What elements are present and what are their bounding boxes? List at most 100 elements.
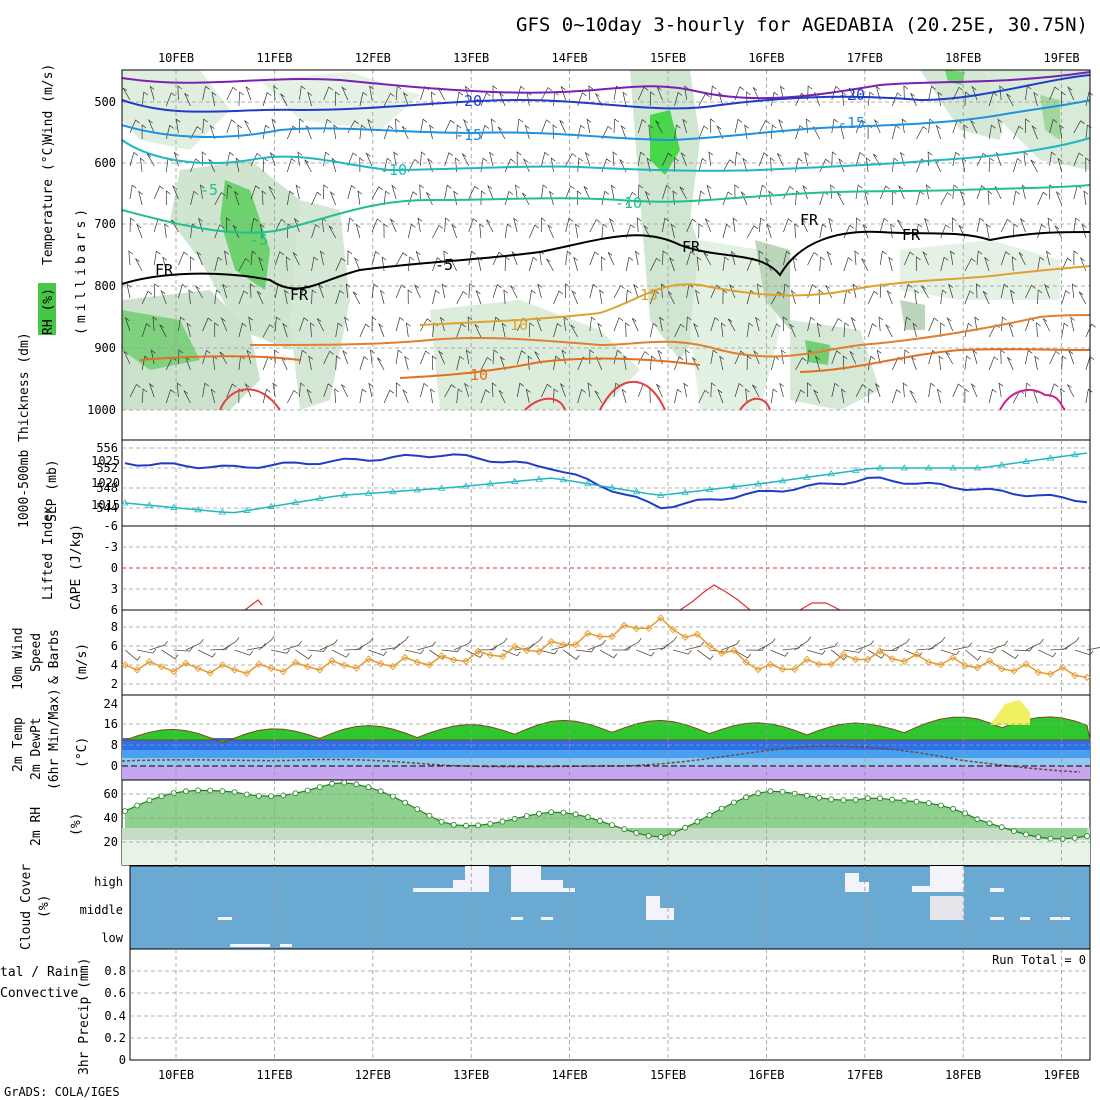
thickness-point — [803, 473, 811, 480]
wind-barb — [359, 157, 364, 173]
wind-barb — [165, 92, 176, 107]
wind-barb — [235, 157, 241, 173]
wind-barb — [854, 250, 860, 266]
wind-barb — [570, 324, 579, 338]
rh-point — [755, 790, 762, 797]
wind-barb — [828, 217, 834, 233]
wind-barb — [575, 223, 580, 239]
wind-point — [340, 661, 348, 669]
wind-barb — [323, 86, 334, 101]
wind-point — [815, 660, 823, 668]
wind-barb — [770, 124, 777, 140]
precip-y-axis: 0.8 0.6 0.4 0.2 0 — [104, 964, 126, 1067]
wind-barb — [334, 388, 339, 404]
wind-barb — [224, 250, 229, 266]
wind-barb — [480, 124, 490, 140]
wind-barb — [1085, 157, 1090, 173]
wind-barb — [648, 124, 654, 140]
wind-barb — [587, 382, 593, 398]
rh-point — [1047, 835, 1054, 842]
wind-barb — [492, 284, 502, 299]
wind-barb — [686, 218, 697, 233]
rh2m-label: 2m RH — [29, 807, 44, 846]
rh-point — [243, 791, 250, 798]
rh-point — [463, 822, 469, 829]
wind-point — [145, 658, 153, 666]
tick-label: 500 — [94, 95, 116, 109]
wind-barb — [407, 289, 413, 305]
wind-barb — [914, 289, 920, 305]
wind-barb — [417, 641, 436, 651]
rh-point — [402, 799, 409, 806]
wind-barb — [323, 184, 329, 200]
wind-barb — [164, 223, 169, 239]
wind-barb — [734, 383, 744, 398]
thickness-point — [949, 464, 957, 471]
wind-barb — [524, 124, 530, 140]
wind-barb — [359, 124, 366, 140]
wind-barb — [344, 316, 349, 332]
wind-barb — [733, 649, 752, 659]
wind-barb — [770, 388, 778, 404]
wind-barb — [1055, 190, 1063, 206]
wind-barb — [379, 289, 385, 305]
wind-barb — [891, 157, 899, 173]
tick-label: 1025 — [91, 454, 120, 468]
wind-barb — [129, 217, 135, 233]
wind-barb — [988, 388, 997, 404]
wind-barb — [802, 184, 808, 200]
wind-barb — [141, 388, 148, 404]
wind-barb — [153, 185, 164, 200]
wind-barb — [697, 649, 714, 661]
wind-barb — [625, 256, 634, 272]
wind-barb — [165, 389, 175, 404]
wind-barb — [782, 316, 788, 332]
wind-barb — [432, 224, 444, 239]
wind-barb — [537, 283, 543, 299]
rh-point — [438, 818, 445, 825]
wind-point — [377, 660, 385, 668]
wind-barb — [704, 217, 712, 233]
wind-barb — [463, 118, 470, 134]
wind-barb — [551, 641, 571, 651]
wind-barb — [177, 85, 183, 101]
thickness-point — [827, 470, 835, 477]
wind-barb — [1037, 289, 1043, 305]
wind-barb — [662, 217, 670, 233]
wind-barb — [672, 190, 678, 206]
wind-barb — [625, 322, 630, 338]
wind-point — [328, 657, 336, 665]
wind-barb — [359, 91, 368, 107]
thickness-point — [1022, 457, 1030, 464]
rh-point — [450, 821, 457, 828]
wind-barb — [637, 151, 645, 167]
date-label: 16FEB — [748, 51, 784, 65]
wind-barb — [988, 124, 996, 140]
tick-label: 6 — [111, 639, 118, 653]
run-total: Run Total = 0 — [992, 953, 1086, 967]
wind-barb — [936, 388, 942, 404]
wind-barb — [371, 186, 384, 200]
wind-barb — [819, 223, 827, 239]
wind-barb — [256, 291, 264, 305]
wind-barb — [395, 382, 401, 398]
wind-point — [170, 667, 178, 676]
wind-barb — [526, 636, 543, 651]
wind-barb — [768, 190, 774, 206]
wind-barb — [141, 91, 149, 107]
wind-barb — [516, 118, 524, 134]
contour-label: -15 — [455, 126, 482, 144]
wind-barb — [347, 217, 354, 233]
wind-barb — [795, 125, 805, 140]
wind-barb — [912, 322, 918, 338]
wind-barb — [233, 190, 240, 206]
wind-barb — [129, 151, 139, 167]
wind-barb — [367, 118, 373, 134]
wind-barb — [855, 151, 865, 167]
wind-barb — [246, 349, 252, 365]
wind-barb — [1011, 256, 1017, 272]
wind-barb — [286, 158, 296, 173]
thickness-point — [924, 464, 933, 471]
wind-barb — [1057, 157, 1063, 173]
wind-barb — [178, 316, 185, 332]
